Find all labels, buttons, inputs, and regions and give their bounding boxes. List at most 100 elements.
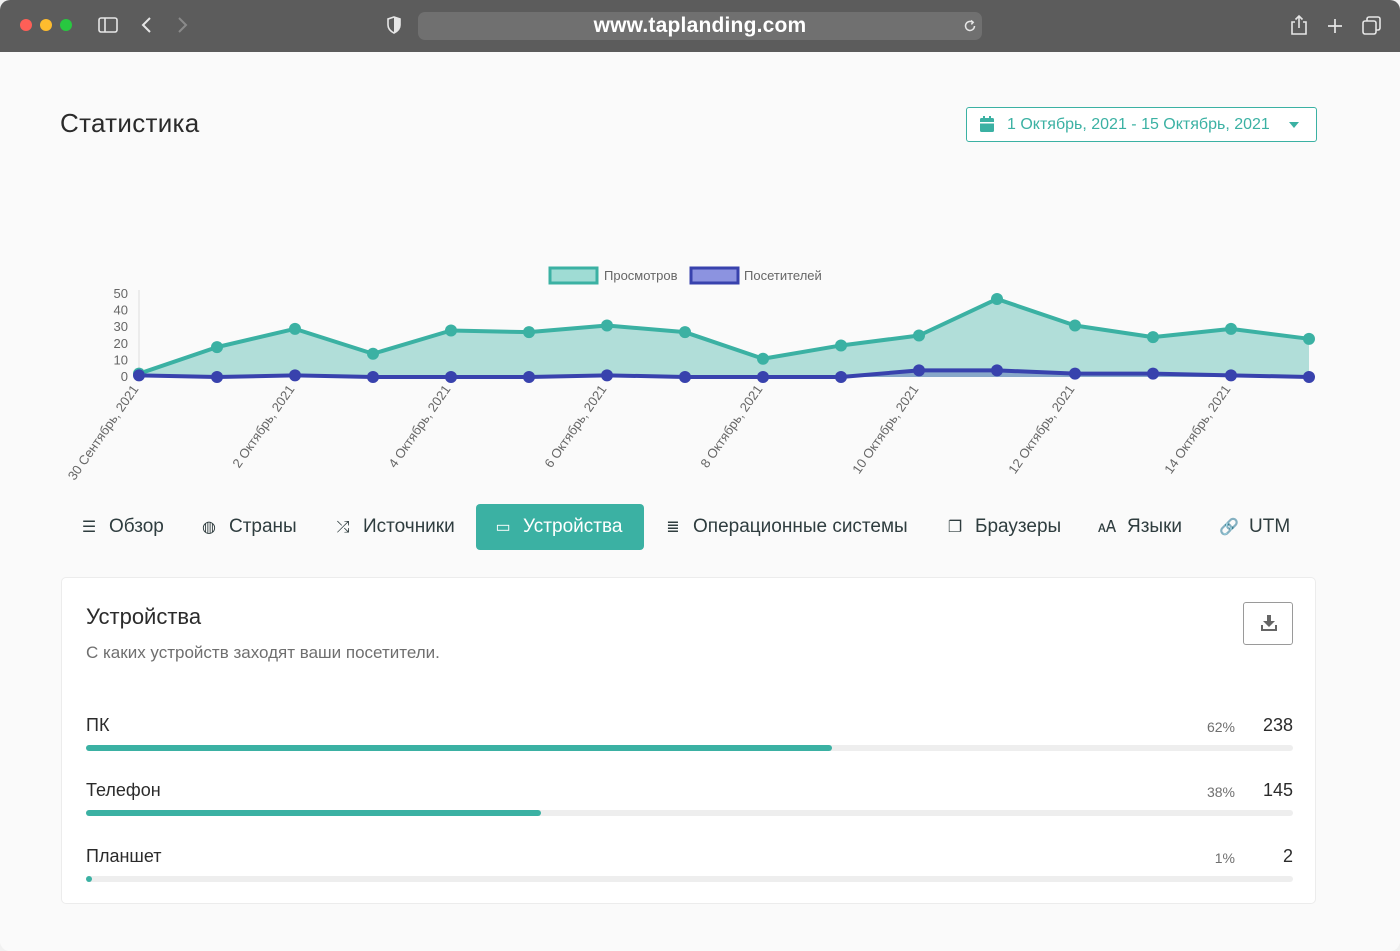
chevron-down-icon [1289, 122, 1299, 128]
list-icon: ☰ [81, 519, 97, 536]
data-point [601, 319, 613, 332]
laptop-icon: ▭ [495, 519, 511, 536]
browser-toolbar: www.taplanding.com [0, 0, 1400, 52]
language-icon: 🗚 [1097, 519, 1117, 536]
tab-sources[interactable]: ⤮ Источники [316, 504, 455, 550]
data-point [1225, 369, 1237, 382]
tab-utm[interactable]: 🔗 UTM [1202, 504, 1290, 550]
data-point [289, 369, 301, 382]
tab-label: Страны [229, 516, 297, 537]
back-icon[interactable] [141, 17, 153, 33]
data-point [679, 371, 691, 383]
tab-label: Языки [1127, 516, 1183, 537]
tab-overview-icon[interactable] [1362, 16, 1382, 36]
page-title: Статистика [60, 108, 200, 138]
tab-countries[interactable]: ◍ Страны [182, 504, 297, 550]
legend-swatch-views [548, 266, 599, 285]
device-percent: 38% [1206, 784, 1235, 800]
data-point [1303, 332, 1315, 345]
x-tick-label: 10 Октябрь, 2021 [849, 382, 921, 476]
data-point [289, 322, 301, 335]
calendar-icon [980, 116, 994, 132]
reload-icon[interactable] [963, 19, 977, 33]
data-point [445, 324, 457, 337]
data-point [1303, 371, 1315, 383]
progress-track [86, 876, 1293, 882]
data-point [913, 329, 925, 342]
tab-operating-systems[interactable]: ≣ Операционные системы [646, 504, 908, 550]
data-point [991, 292, 1003, 305]
data-point [757, 371, 769, 383]
x-tick-label: 30 Сентябрь, 2021 [65, 382, 142, 483]
device-row-pc: ПК 62% 238 [86, 715, 1293, 765]
date-range-text: 1 Октябрь, 2021 - 15 Октябрь, 2021 [1007, 116, 1270, 133]
x-tick-label: 14 Октябрь, 2021 [1161, 382, 1233, 476]
tab-label: Браузеры [975, 516, 1062, 537]
progress-fill [86, 876, 93, 882]
data-point [211, 341, 223, 354]
card-subtitle: С каких устройств заходят ваши посетител… [86, 643, 440, 662]
device-count: 238 [1262, 715, 1293, 735]
page-content: Статистика 1 Октябрь, 2021 - 15 Октябрь,… [0, 52, 1400, 951]
close-window-button[interactable] [20, 19, 32, 31]
y-tick-label: 50 [114, 286, 128, 301]
series-area-0 [139, 298, 1309, 377]
y-tick-label: 20 [114, 336, 128, 351]
new-tab-icon[interactable] [1327, 18, 1343, 34]
data-point [913, 364, 925, 377]
date-range-picker[interactable]: 1 Октябрь, 2021 - 15 Октябрь, 2021 [966, 107, 1317, 142]
download-icon [1261, 615, 1277, 631]
devices-card: Устройства С каких устройств заходят ваш… [61, 577, 1316, 904]
device-percent: 1% [1214, 850, 1235, 866]
data-point [1147, 331, 1159, 344]
data-point [367, 371, 379, 383]
tab-devices[interactable]: ▭ Устройства [476, 504, 644, 550]
share-icon[interactable] [1290, 14, 1308, 36]
minimize-window-button[interactable] [40, 19, 52, 31]
device-count: 145 [1262, 780, 1293, 800]
series-line-0 [138, 296, 1310, 376]
zoom-window-button[interactable] [60, 19, 72, 31]
tab-label: Обзор [109, 516, 164, 537]
data-point [991, 364, 1003, 377]
globe-icon: ◍ [202, 519, 216, 536]
data-point [211, 371, 223, 383]
legend-label-visitors: Посетителей [744, 268, 822, 283]
tab-overview[interactable]: ☰ Обзор [62, 504, 164, 550]
data-point [367, 347, 379, 360]
data-point [445, 371, 457, 383]
data-point [679, 326, 691, 339]
sidebar-toggle-icon[interactable] [98, 17, 118, 33]
download-button[interactable] [1243, 602, 1293, 645]
tab-label: Операционные системы [693, 516, 908, 537]
progress-track [86, 810, 1293, 816]
y-tick-label: 0 [121, 369, 128, 384]
data-point [757, 352, 769, 365]
forward-icon[interactable] [176, 17, 188, 33]
device-row-tablet: Планшет 1% 2 [86, 846, 1293, 896]
x-tick-label: 12 Октябрь, 2021 [1005, 382, 1077, 476]
tab-browsers[interactable]: ❐ Браузеры [928, 504, 1061, 550]
legend-swatch-visitors [689, 266, 740, 285]
legend-label-views: Просмотров [604, 268, 678, 283]
y-tick-label: 40 [114, 303, 128, 318]
y-tick-label: 30 [114, 319, 128, 334]
data-point [133, 369, 145, 382]
device-label: Телефон [86, 780, 161, 800]
device-percent: 62% [1206, 719, 1235, 735]
data-point [1069, 367, 1081, 380]
data-point [1147, 367, 1159, 380]
device-count: 2 [1282, 846, 1293, 866]
data-point [1069, 319, 1081, 332]
tab-languages[interactable]: 🗚 Языки [1080, 504, 1182, 550]
data-point [523, 371, 535, 383]
window-restore-icon: ❐ [947, 519, 963, 536]
tab-label: UTM [1249, 516, 1291, 537]
data-point [835, 371, 847, 383]
card-title: Устройства [86, 604, 202, 629]
shield-icon[interactable] [387, 16, 401, 34]
address-bar[interactable]: www.taplanding.com [418, 12, 982, 40]
series-line-1 [138, 368, 1310, 379]
